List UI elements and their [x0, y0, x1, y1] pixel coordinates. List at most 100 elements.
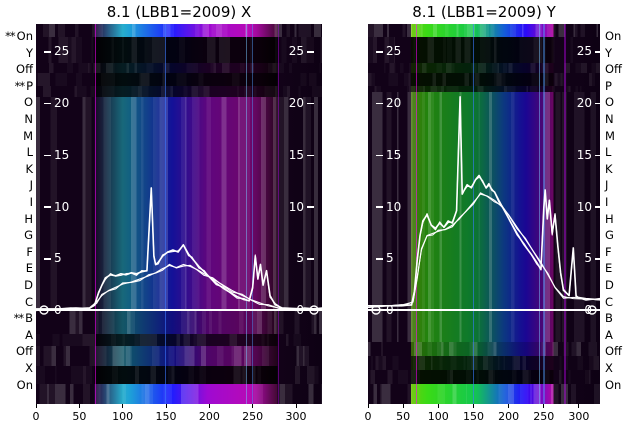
x-tick-mark: [78, 404, 80, 408]
heatmap-panel-x[interactable]: [36, 24, 322, 404]
heatmap-band: [368, 384, 600, 404]
overlay-trace-group: [36, 187, 322, 315]
x-tick-mark: [165, 404, 167, 408]
category-marker-asterisk: **: [13, 311, 24, 326]
x-tick-label: 0: [364, 410, 372, 423]
x-tick-mark: [578, 404, 580, 408]
category-label-right-6: M: [605, 128, 615, 143]
x-tick-mark: [208, 404, 210, 408]
x-tick-150: 150: [453, 404, 493, 423]
category-label-text: H: [24, 211, 33, 226]
heatmap-band: [368, 92, 600, 342]
x-tick-mark: [252, 404, 254, 408]
category-label-left-18: A: [25, 328, 33, 342]
heatmap-band: [36, 334, 322, 346]
category-label-text: Y: [25, 45, 33, 60]
heatmap-vertical-line: [251, 24, 254, 404]
x-tick-label: 200: [198, 410, 220, 423]
heatmap-column-texture: [36, 334, 322, 346]
category-label-text: O: [23, 95, 33, 110]
heatmap-band: [36, 384, 322, 404]
heatmap-band: [36, 73, 322, 86]
heatmap-band: [36, 97, 322, 310]
category-label-left-3: ** P: [14, 78, 33, 93]
overlay-trace-ghost-trace-secondary: [368, 192, 600, 309]
heatmap-band: [36, 24, 322, 37]
x-tick-mark: [367, 404, 369, 408]
heatmap-column-texture: [368, 73, 600, 86]
heatmap-panel-y[interactable]: [368, 24, 600, 404]
overlay-trace-ghost-trace-main: [368, 97, 600, 309]
heatmap-vertical-line: [415, 24, 418, 404]
category-label-text: Off: [16, 344, 33, 359]
x-tick-label: 150: [462, 410, 484, 423]
category-label-left-7: L: [27, 146, 33, 159]
x-tick-label: 250: [242, 410, 264, 423]
x-tick-100: 100: [103, 404, 143, 423]
heatmap-band: [36, 346, 322, 366]
x-tick-300: 300: [276, 404, 316, 423]
category-label-right-15: D: [605, 278, 614, 292]
x-tick-label: 0: [32, 410, 40, 423]
x-tick-label: 50: [72, 410, 87, 423]
category-label-right-2: Off: [605, 62, 622, 77]
heatmap-band: [368, 24, 600, 37]
heatmap-vertical-line: [564, 24, 566, 404]
heatmap-vertical-line: [277, 24, 280, 404]
category-label-right-5: N: [605, 112, 614, 126]
heatmap-band: [36, 366, 322, 384]
category-label-left-0: ** On: [5, 30, 33, 43]
x-tick-label: 300: [285, 410, 307, 423]
category-label-left-8: K: [25, 162, 33, 176]
category-label-left-21: On: [16, 377, 33, 392]
category-label-right-16: C: [605, 294, 614, 309]
heatmap-column-texture: [368, 24, 600, 37]
x-tick-mark: [472, 404, 474, 408]
category-label-right-21: On: [605, 377, 622, 392]
category-label-right-19: Off: [605, 344, 622, 359]
category-label-left-4: O: [24, 96, 33, 109]
category-label-text: On: [16, 377, 33, 392]
category-label-left-10: I: [30, 196, 33, 209]
heatmap-column-texture: [368, 92, 600, 342]
heatmap-column-texture: [36, 37, 322, 63]
category-label-right-12: G: [605, 228, 614, 243]
panel-title-y: 8.1 (LBB1=2009) Y: [412, 3, 556, 21]
heatmap-column-texture: [36, 86, 322, 97]
overlay-trace-trace-main: [368, 95, 600, 307]
category-label-right-0: On: [605, 29, 622, 43]
heatmap-column-texture: [368, 63, 600, 73]
category-label-text: M: [23, 128, 33, 143]
category-label-text: G: [24, 228, 33, 243]
x-tick-label: 300: [568, 410, 590, 423]
category-label-right-10: I: [605, 195, 609, 209]
x-tick-label: 250: [533, 410, 555, 423]
category-label-left-11: H: [24, 211, 33, 226]
category-label-left-15: D: [24, 279, 33, 292]
category-label-left-5: N: [24, 113, 33, 126]
overlay-trace-group: [368, 95, 600, 315]
heatmap-vertical-line: [165, 24, 167, 404]
category-label-left-19: Off: [16, 345, 33, 358]
category-label-right-13: F: [605, 244, 612, 259]
category-label-text: D: [24, 278, 33, 292]
heatmap-vertical-line: [246, 24, 248, 404]
category-label-text: C: [24, 294, 33, 309]
heatmap-column-texture: [368, 86, 600, 92]
category-marker-asterisk: **: [5, 29, 15, 43]
x-tick-0: 0: [348, 404, 388, 423]
category-label-left-16: C: [24, 294, 33, 309]
heatmap-vertical-line: [94, 24, 97, 404]
category-label-right-17: B: [605, 311, 613, 326]
category-label-right-9: J: [605, 178, 609, 193]
overlay-trace-trace-secondary: [368, 193, 600, 307]
heatmap-band: [368, 37, 600, 63]
category-label-text: On: [16, 29, 33, 43]
overlay-trace-trace-main: [36, 187, 322, 310]
category-label-right-14: E: [605, 261, 613, 276]
category-marker-asterisk: **: [14, 78, 25, 93]
x-axis-panel-y: 0 50 100 150 200 250 300: [365, 404, 600, 438]
overlay-trace-trace-secondary: [36, 263, 322, 310]
heatmap-column-texture: [368, 384, 600, 404]
